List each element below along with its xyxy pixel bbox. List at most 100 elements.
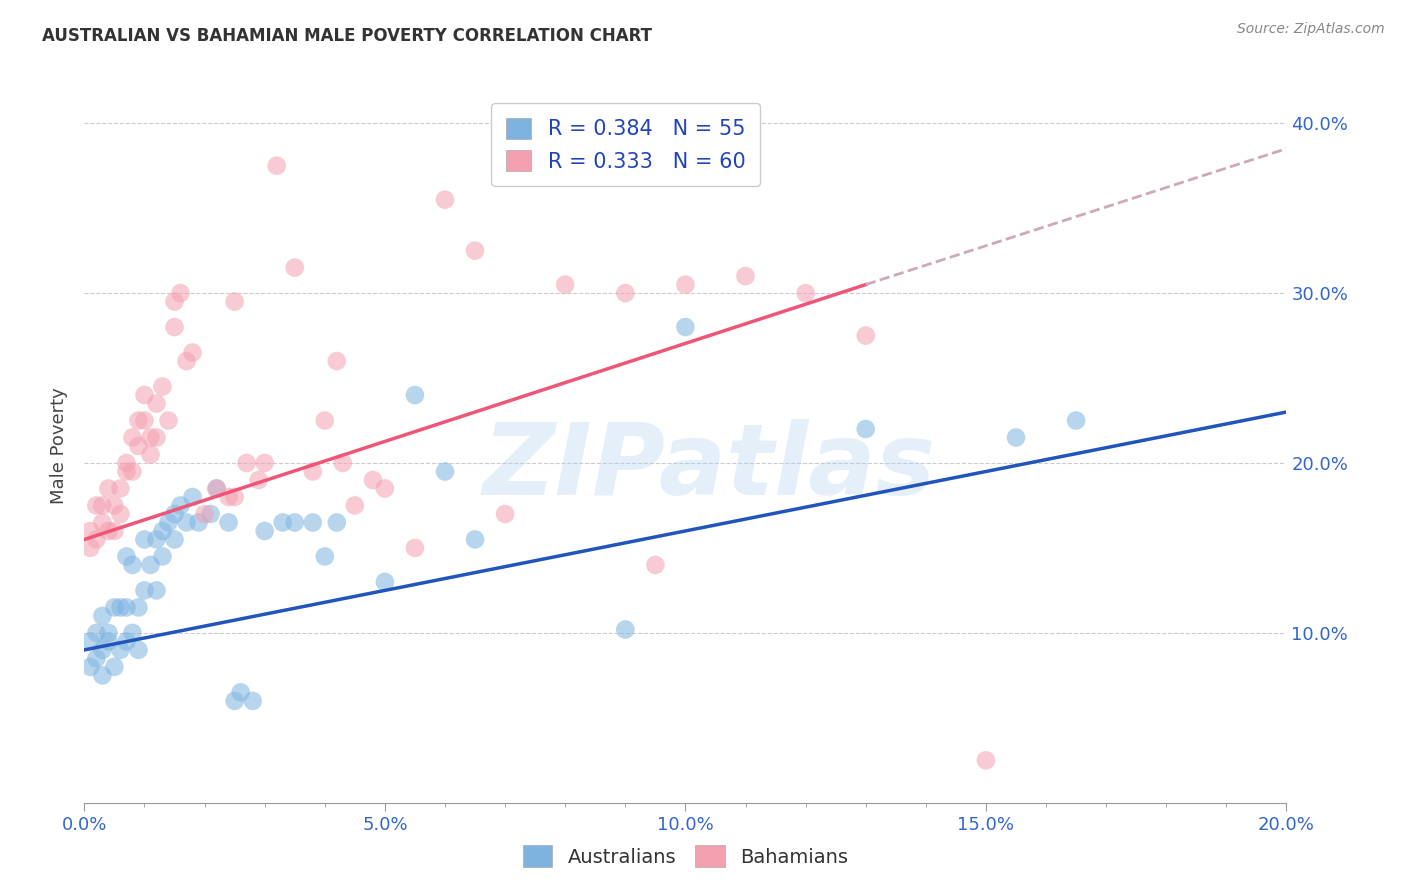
Text: AUSTRALIAN VS BAHAMIAN MALE POVERTY CORRELATION CHART: AUSTRALIAN VS BAHAMIAN MALE POVERTY CORR… xyxy=(42,27,652,45)
Point xyxy=(176,516,198,530)
Point xyxy=(224,694,246,708)
Point xyxy=(205,482,228,496)
Point xyxy=(121,558,143,572)
Point xyxy=(115,600,138,615)
Point xyxy=(266,159,288,173)
Point xyxy=(91,499,114,513)
Point xyxy=(675,320,697,334)
Point xyxy=(139,430,162,444)
Point xyxy=(121,430,143,444)
Point xyxy=(86,651,108,665)
Point xyxy=(127,643,149,657)
Point xyxy=(314,549,336,564)
Point xyxy=(115,549,138,564)
Point xyxy=(326,354,349,368)
Point xyxy=(314,413,336,427)
Point xyxy=(374,574,396,589)
Point xyxy=(103,660,125,674)
Point xyxy=(86,499,108,513)
Point xyxy=(103,600,125,615)
Point xyxy=(152,379,174,393)
Point xyxy=(271,516,294,530)
Point xyxy=(115,634,138,648)
Point xyxy=(205,482,228,496)
Point xyxy=(163,507,186,521)
Legend: Australians, Bahamians: Australians, Bahamians xyxy=(515,837,856,875)
Point xyxy=(224,294,246,309)
Point xyxy=(464,533,486,547)
Point xyxy=(284,516,307,530)
Point xyxy=(134,413,156,427)
Point xyxy=(91,608,114,623)
Point xyxy=(134,388,156,402)
Point xyxy=(115,456,138,470)
Point xyxy=(163,294,186,309)
Point xyxy=(218,516,240,530)
Point xyxy=(97,524,120,538)
Y-axis label: Male Poverty: Male Poverty xyxy=(51,388,69,504)
Point xyxy=(110,507,132,521)
Point xyxy=(734,269,756,284)
Point xyxy=(181,490,204,504)
Point xyxy=(404,541,426,555)
Point xyxy=(187,516,209,530)
Point xyxy=(169,499,191,513)
Point xyxy=(91,643,114,657)
Point xyxy=(145,396,167,410)
Point xyxy=(855,422,877,436)
Point xyxy=(110,643,132,657)
Point xyxy=(91,668,114,682)
Point xyxy=(614,286,637,301)
Point xyxy=(464,244,486,258)
Text: Source: ZipAtlas.com: Source: ZipAtlas.com xyxy=(1237,22,1385,37)
Point xyxy=(675,277,697,292)
Point xyxy=(242,694,264,708)
Point xyxy=(253,456,276,470)
Point xyxy=(343,499,366,513)
Point xyxy=(121,626,143,640)
Point xyxy=(97,626,120,640)
Point xyxy=(253,524,276,538)
Point xyxy=(284,260,307,275)
Point xyxy=(127,600,149,615)
Point xyxy=(247,473,270,487)
Point xyxy=(134,583,156,598)
Point xyxy=(152,549,174,564)
Point xyxy=(103,524,125,538)
Point xyxy=(152,524,174,538)
Point xyxy=(145,533,167,547)
Point xyxy=(224,490,246,504)
Point xyxy=(97,482,120,496)
Point xyxy=(79,660,101,674)
Point xyxy=(404,388,426,402)
Point xyxy=(434,193,457,207)
Point xyxy=(374,482,396,496)
Point xyxy=(301,465,323,479)
Point xyxy=(86,626,108,640)
Point xyxy=(157,413,180,427)
Point xyxy=(134,533,156,547)
Point xyxy=(127,413,149,427)
Point xyxy=(115,465,138,479)
Point xyxy=(139,448,162,462)
Point xyxy=(97,634,120,648)
Point xyxy=(79,524,101,538)
Point xyxy=(163,533,186,547)
Point xyxy=(301,516,323,530)
Point xyxy=(91,516,114,530)
Point xyxy=(163,320,186,334)
Point xyxy=(139,558,162,572)
Point xyxy=(326,516,349,530)
Point xyxy=(79,541,101,555)
Point xyxy=(145,430,167,444)
Point xyxy=(110,482,132,496)
Point xyxy=(1064,413,1087,427)
Point xyxy=(434,465,457,479)
Text: ZIPatlas: ZIPatlas xyxy=(482,419,936,516)
Point xyxy=(1005,430,1028,444)
Point xyxy=(176,354,198,368)
Point xyxy=(218,490,240,504)
Point xyxy=(79,634,101,648)
Point xyxy=(145,583,167,598)
Point xyxy=(614,623,637,637)
